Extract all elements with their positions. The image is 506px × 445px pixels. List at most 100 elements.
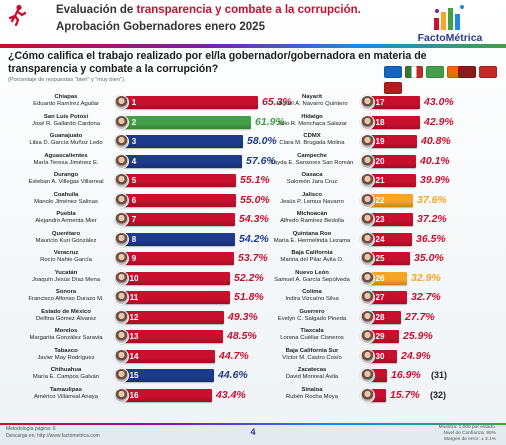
governor-label: Sinaloa Rubén Rocha Moya	[248, 387, 376, 401]
governor-label: Guerrero Evelyn C. Salgado Pineda	[248, 309, 376, 323]
confidence-note: Nivel de Confianza: 95%	[443, 431, 496, 436]
state-name: Chiapas	[54, 94, 78, 100]
rank-number: 1	[131, 98, 137, 107]
value-label: 15.7%	[390, 388, 420, 401]
governor-row: Puebla Alejandro Armenta Mier 7 54.3%	[0, 211, 506, 228]
governor-avatar	[360, 173, 375, 188]
governor-label: Michoacán Alfredo Ramírez Bedolla	[248, 211, 376, 225]
governor-name: Víctor M. Castro Cosío	[282, 354, 342, 361]
governor-label: Nayarit Miguel Á. Navarro Quintero	[248, 94, 376, 108]
rank-number: 14	[129, 351, 139, 361]
governor-avatar	[360, 212, 375, 227]
rank-number: 21	[375, 176, 385, 185]
governor-name: Manolo Jiménez Salinas	[34, 198, 98, 205]
rank-extra: (32)	[430, 389, 447, 400]
governor-row: Zacatecas David Monreal Ávila 16.9% (31)	[0, 367, 506, 384]
bar: 12	[120, 310, 224, 324]
party-logos-3	[384, 82, 402, 96]
rank-number: 25	[375, 254, 385, 263]
state-name: Sinaloa	[301, 386, 323, 393]
rank-number: 20	[375, 156, 385, 166]
governor-row: Jalisco Jesús P. Lemus Navarro 22 37.6%	[0, 192, 506, 209]
bar: 16	[120, 388, 212, 402]
governor-name: Clara M. Brugada Molina	[279, 140, 345, 146]
state-name: Tabasco	[54, 347, 78, 354]
governor-label: Veracruz Rocío Nahle García	[2, 250, 130, 264]
state-name: Zacatecas	[297, 367, 327, 373]
governor-row: Durango Esteban A. Villegas Villarreal 5 55…	[0, 172, 506, 189]
governor-label: Jalisco Jesús P. Lemus Navarro	[248, 192, 376, 206]
logo-text: FactoMétrica	[417, 32, 483, 44]
governor-label: CDMX Clara M. Brugada Molina	[248, 133, 376, 147]
rank-number: 13	[129, 332, 139, 341]
value-label: 40.8%	[421, 135, 451, 147]
governor-name: Indira Vizcaíno Silva	[285, 296, 339, 302]
governor-avatar	[114, 173, 129, 188]
state-name: Quintana Roo	[292, 230, 332, 237]
governor-label: Tabasco Javier May Rodríguez	[2, 348, 130, 362]
pri-logo-icon	[405, 66, 423, 78]
state-name: Nayarit	[302, 94, 322, 100]
value-label: 54.3%	[239, 213, 269, 225]
governor-row: Tamaulipas Américo Villarreal Anaya 16 43.4…	[0, 387, 506, 404]
governor-name: Francisco Alfonso Durazo M.	[28, 296, 104, 302]
governor-label: Tlaxcala Lorena Cuéllar Cisneros	[248, 328, 376, 342]
state-name: Puebla	[56, 211, 76, 217]
value-label: 32.7%	[411, 291, 441, 303]
rank-number: 10	[129, 273, 139, 283]
value-label: 24.9%	[401, 349, 431, 362]
value-label: 40.1%	[420, 154, 450, 167]
download-link[interactable]: Descarga en: http://www.factometrica.com	[6, 433, 100, 439]
header-subtitle: Aprobación Gobernadores enero 2025	[56, 21, 265, 33]
governor-name: Lorena Cuéllar Cisneros	[280, 335, 344, 341]
governor-row: Veracruz Rocío Nahle García 9 53.7%	[0, 250, 506, 267]
governor-avatar	[360, 309, 375, 325]
pt-logo-icon	[479, 66, 497, 78]
governor-avatar	[114, 212, 129, 227]
bar: 3	[120, 135, 243, 148]
governor-name: Alejandro Armenta Mier	[35, 218, 97, 224]
state-name: Chihuahua	[50, 367, 82, 373]
governor-name: Eduardo Ramírez Aguilar	[33, 101, 99, 107]
bar: 23	[366, 213, 413, 226]
governor-avatar	[360, 114, 375, 130]
value-label: 37.6%	[417, 193, 447, 206]
logo-bars-icon	[434, 5, 464, 30]
governor-avatar	[114, 114, 129, 130]
bar: 26	[366, 271, 407, 285]
value-label: 58.0%	[247, 135, 277, 147]
governor-row: Hidalgo Julio R. Menchaca Salazar 18 42.9%	[0, 114, 506, 131]
state-name: Morelos	[54, 328, 78, 334]
bar: 7	[120, 213, 235, 226]
rank-number: 12	[129, 312, 139, 322]
value-label: 27.7%	[405, 310, 435, 323]
governor-name: Libia D. García Muñoz Ledo	[29, 140, 103, 146]
bar: 25	[366, 252, 410, 265]
value-label: 36.5%	[416, 232, 446, 245]
state-name: Yucatán	[54, 269, 78, 276]
bar: 5	[120, 174, 236, 187]
governor-row: Querétaro Mauricio Kuri González 8 54.2%	[0, 231, 506, 248]
governor-avatar	[360, 153, 375, 169]
governor-label: Morelos Margarita González Saravia	[2, 328, 130, 342]
governor-avatar	[114, 231, 129, 247]
pan-logo-icon	[384, 66, 402, 78]
rank-number: 17	[375, 98, 385, 107]
value-label: 54.2%	[239, 232, 269, 245]
governor-row: Morelos Margarita González Saravia 13 48.5%	[0, 328, 506, 345]
bar: 4	[120, 154, 242, 168]
bar: 13	[120, 330, 223, 343]
pvem-logo-icon	[426, 66, 444, 78]
governor-label: Zacatecas David Monreal Ávila	[248, 367, 376, 381]
governor-avatar	[360, 95, 375, 110]
governor-avatar	[360, 270, 375, 286]
bar: 10	[120, 271, 230, 285]
state-name: Baja California Sur	[285, 347, 339, 354]
bar: 18	[366, 115, 420, 129]
rank-number: 4	[131, 156, 137, 166]
state-name: Guanajuato	[49, 133, 83, 139]
rank-number: 28	[375, 312, 385, 322]
governor-name: Miguel Á. Navarro Quintero	[276, 101, 348, 107]
governor-name: Julio R. Menchaca Salazar	[276, 120, 348, 127]
governor-avatar	[114, 153, 129, 169]
